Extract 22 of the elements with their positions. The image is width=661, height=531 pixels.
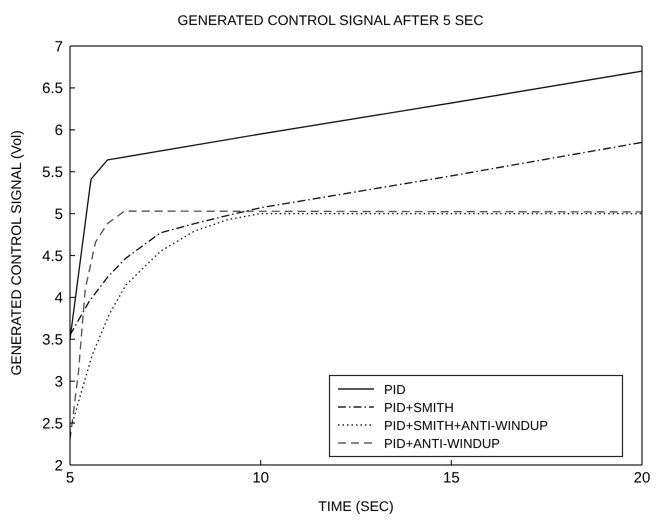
y-tick-label: 3.5 — [42, 332, 63, 349]
x-axis-title: TIME (SEC) — [318, 498, 394, 514]
x-tick-label: 15 — [442, 470, 460, 487]
x-tick-label: 10 — [252, 470, 270, 487]
y-tick-label: 2.5 — [42, 415, 63, 432]
y-tick-label: 5 — [54, 206, 63, 223]
legend-label: PID+SMITH+ANTI-WINDUP — [384, 418, 548, 432]
y-tick-label: 6 — [54, 122, 63, 140]
legend-label: PID+SMITH — [384, 400, 454, 414]
y-tick-label: 7 — [54, 38, 63, 56]
legend-label: PID — [384, 382, 406, 396]
x-tick-label: 5 — [66, 470, 74, 487]
y-axis-title: GENERATED CONTROL SIGNAL (Vol) — [8, 130, 24, 376]
y-tick-label: 3 — [54, 374, 63, 391]
x-tick-label: 20 — [634, 470, 650, 487]
y-tick-label: 5.5 — [42, 164, 63, 182]
y-tick-label: 4 — [54, 290, 63, 307]
y-tick-label: 6.5 — [42, 80, 63, 98]
y-tick-label: 4.5 — [42, 248, 63, 265]
chart-title: GENERATED CONTROL SIGNAL AFTER 5 SEC — [176, 12, 484, 28]
y-tick-label: 2 — [54, 457, 63, 474]
legend-label: PID+ANTI-WINDUP — [384, 436, 500, 450]
